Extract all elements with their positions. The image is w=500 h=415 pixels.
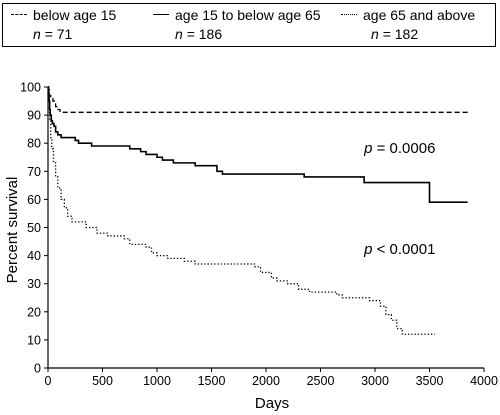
legend: below age 15 n = 71 age 15 to below age … (2, 3, 496, 47)
x-tick-label: 1000 (143, 374, 171, 388)
y-axis-title: Percent survival (4, 177, 21, 284)
legend-label: age 65 and above (363, 7, 476, 23)
series-line-solid (47, 86, 468, 204)
legend-item-below-15: below age 15 n = 71 (11, 4, 151, 48)
legend-item-15-65: age 15 to below age 65 n = 186 (153, 4, 333, 48)
y-tick-label: 40 (27, 249, 41, 263)
axes: 0 500 1000 1500 2000 2500 3000 3500 4000 0 10 20 30 4… (20, 81, 498, 389)
y-tick-label: 70 (27, 165, 41, 179)
y-tick-label: 0 (34, 362, 41, 376)
x-tick-label: 4000 (470, 374, 498, 388)
series-line-dotted (47, 86, 435, 335)
y-tick-label: 80 (27, 137, 41, 151)
legend-swatch-solid (153, 14, 169, 15)
legend-item-65-above: age 65 and above n = 182 (341, 4, 491, 48)
x-tick-label: 3000 (361, 374, 389, 388)
series-layer (47, 86, 468, 335)
y-tick-label: 30 (27, 277, 41, 291)
legend-label: age 15 to below age 65 (175, 7, 321, 23)
series-line-dashed (47, 86, 468, 113)
legend-n: n = 182 (371, 26, 419, 42)
annotations: p = 0.0006 p < 0.0001 (363, 140, 435, 258)
x-tick-label: 0 (45, 374, 52, 388)
p-value-annotation: p < 0.0001 (363, 241, 435, 258)
x-tick-label: 2000 (252, 374, 280, 388)
y-tick-label: 100 (20, 81, 41, 95)
legend-swatch-dashed (11, 14, 27, 15)
y-tick-label: 60 (27, 193, 41, 207)
y-tick-label: 20 (27, 305, 41, 319)
y-tick-label: 50 (27, 221, 41, 235)
legend-n: n = 71 (33, 26, 73, 42)
x-axis-title: Days (255, 395, 289, 412)
x-tick-label: 3500 (416, 374, 444, 388)
legend-label: below age 15 (33, 7, 117, 23)
legend-swatch-dotted (341, 14, 357, 15)
legend-n: n = 186 (175, 26, 223, 42)
x-tick-label: 1500 (198, 374, 226, 388)
x-tick-label: 2500 (307, 374, 335, 388)
y-tick-label: 90 (27, 109, 41, 123)
y-tick-label: 10 (27, 333, 41, 347)
x-tick-label: 500 (92, 374, 113, 388)
p-value-annotation: p = 0.0006 (363, 140, 435, 157)
